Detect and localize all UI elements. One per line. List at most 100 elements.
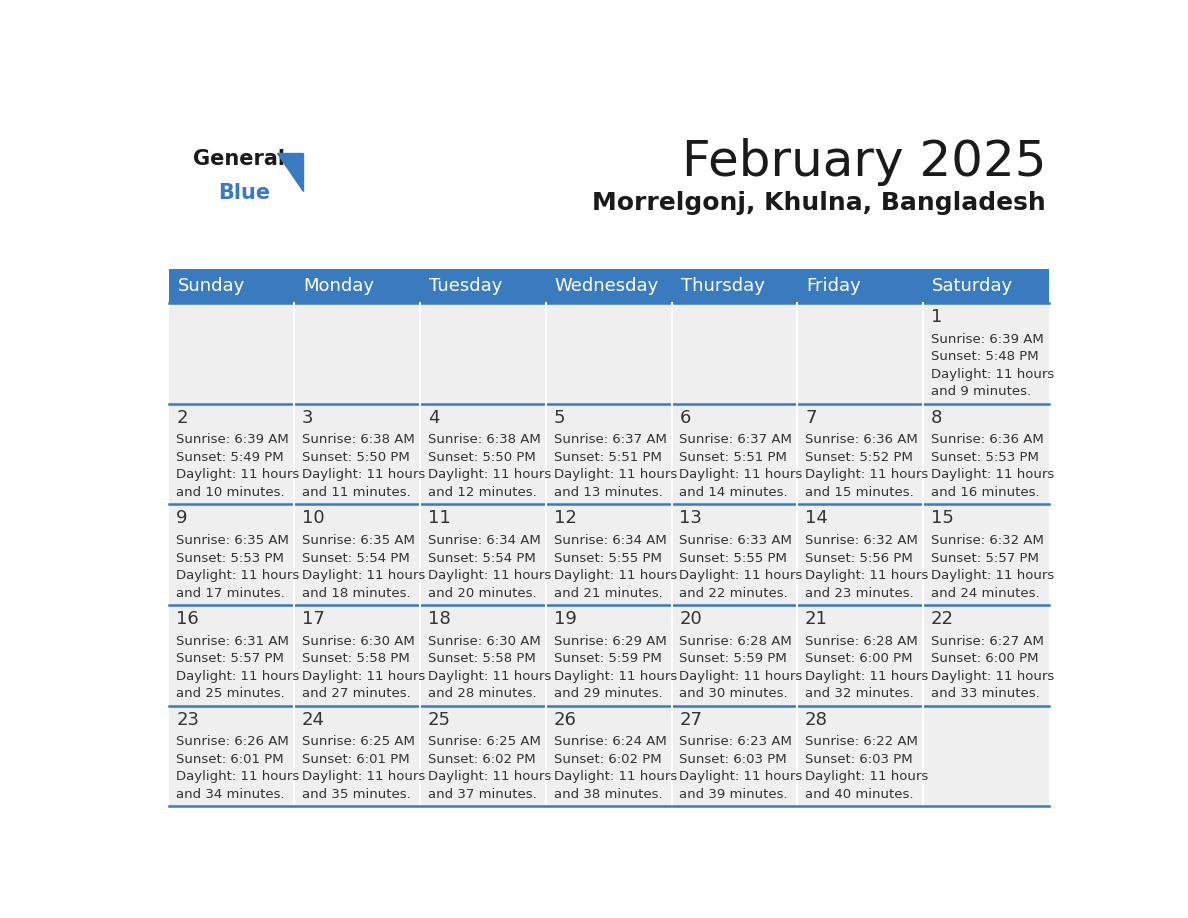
FancyBboxPatch shape	[671, 404, 797, 505]
Text: 6: 6	[680, 409, 690, 427]
FancyBboxPatch shape	[923, 605, 1049, 706]
FancyBboxPatch shape	[671, 706, 797, 806]
FancyBboxPatch shape	[295, 505, 421, 605]
Text: February 2025: February 2025	[682, 139, 1047, 186]
FancyBboxPatch shape	[671, 269, 797, 303]
Text: Thursday: Thursday	[681, 277, 764, 296]
Text: 25: 25	[428, 711, 450, 729]
Text: Tuesday: Tuesday	[429, 277, 503, 296]
Text: 2: 2	[176, 409, 188, 427]
Text: General: General	[192, 149, 285, 169]
FancyBboxPatch shape	[169, 303, 295, 404]
Text: 22: 22	[930, 610, 954, 628]
Text: Blue: Blue	[219, 183, 271, 203]
FancyBboxPatch shape	[546, 269, 671, 303]
Text: 24: 24	[302, 711, 326, 729]
FancyBboxPatch shape	[421, 303, 546, 404]
Text: Sunrise: 6:32 AM
Sunset: 5:57 PM
Daylight: 11 hours
and 24 minutes.: Sunrise: 6:32 AM Sunset: 5:57 PM Dayligh…	[930, 534, 1054, 599]
FancyBboxPatch shape	[923, 706, 1049, 806]
FancyBboxPatch shape	[797, 269, 923, 303]
FancyBboxPatch shape	[169, 269, 295, 303]
FancyBboxPatch shape	[295, 706, 421, 806]
Text: 26: 26	[554, 711, 576, 729]
Text: Friday: Friday	[807, 277, 861, 296]
FancyBboxPatch shape	[295, 605, 421, 706]
Text: Sunrise: 6:29 AM
Sunset: 5:59 PM
Daylight: 11 hours
and 29 minutes.: Sunrise: 6:29 AM Sunset: 5:59 PM Dayligh…	[554, 634, 677, 700]
Text: Sunrise: 6:37 AM
Sunset: 5:51 PM
Daylight: 11 hours
and 14 minutes.: Sunrise: 6:37 AM Sunset: 5:51 PM Dayligh…	[680, 433, 803, 499]
FancyBboxPatch shape	[295, 303, 421, 404]
Text: 3: 3	[302, 409, 314, 427]
Text: 23: 23	[176, 711, 200, 729]
FancyBboxPatch shape	[923, 404, 1049, 505]
Text: Sunrise: 6:27 AM
Sunset: 6:00 PM
Daylight: 11 hours
and 33 minutes.: Sunrise: 6:27 AM Sunset: 6:00 PM Dayligh…	[930, 634, 1054, 700]
Text: Monday: Monday	[303, 277, 374, 296]
Text: Sunday: Sunday	[177, 277, 245, 296]
FancyBboxPatch shape	[295, 269, 421, 303]
Text: Sunrise: 6:34 AM
Sunset: 5:55 PM
Daylight: 11 hours
and 21 minutes.: Sunrise: 6:34 AM Sunset: 5:55 PM Dayligh…	[554, 534, 677, 599]
Text: Sunrise: 6:28 AM
Sunset: 5:59 PM
Daylight: 11 hours
and 30 minutes.: Sunrise: 6:28 AM Sunset: 5:59 PM Dayligh…	[680, 634, 803, 700]
FancyBboxPatch shape	[169, 605, 295, 706]
Text: Sunrise: 6:30 AM
Sunset: 5:58 PM
Daylight: 11 hours
and 28 minutes.: Sunrise: 6:30 AM Sunset: 5:58 PM Dayligh…	[428, 634, 551, 700]
FancyBboxPatch shape	[797, 706, 923, 806]
Text: Sunrise: 6:30 AM
Sunset: 5:58 PM
Daylight: 11 hours
and 27 minutes.: Sunrise: 6:30 AM Sunset: 5:58 PM Dayligh…	[302, 634, 425, 700]
FancyBboxPatch shape	[546, 706, 671, 806]
Text: 20: 20	[680, 610, 702, 628]
Text: Sunrise: 6:22 AM
Sunset: 6:03 PM
Daylight: 11 hours
and 40 minutes.: Sunrise: 6:22 AM Sunset: 6:03 PM Dayligh…	[805, 735, 928, 800]
FancyBboxPatch shape	[546, 605, 671, 706]
Text: Sunrise: 6:35 AM
Sunset: 5:53 PM
Daylight: 11 hours
and 17 minutes.: Sunrise: 6:35 AM Sunset: 5:53 PM Dayligh…	[176, 534, 299, 599]
FancyBboxPatch shape	[797, 303, 923, 404]
FancyBboxPatch shape	[797, 404, 923, 505]
Text: 19: 19	[554, 610, 576, 628]
Text: Sunrise: 6:25 AM
Sunset: 6:01 PM
Daylight: 11 hours
and 35 minutes.: Sunrise: 6:25 AM Sunset: 6:01 PM Dayligh…	[302, 735, 425, 800]
Text: 15: 15	[930, 509, 954, 528]
FancyBboxPatch shape	[421, 605, 546, 706]
FancyBboxPatch shape	[421, 269, 546, 303]
Text: 8: 8	[930, 409, 942, 427]
Text: Sunrise: 6:34 AM
Sunset: 5:54 PM
Daylight: 11 hours
and 20 minutes.: Sunrise: 6:34 AM Sunset: 5:54 PM Dayligh…	[428, 534, 551, 599]
FancyBboxPatch shape	[169, 505, 295, 605]
FancyBboxPatch shape	[797, 505, 923, 605]
Text: Sunrise: 6:38 AM
Sunset: 5:50 PM
Daylight: 11 hours
and 12 minutes.: Sunrise: 6:38 AM Sunset: 5:50 PM Dayligh…	[428, 433, 551, 499]
FancyBboxPatch shape	[546, 505, 671, 605]
FancyBboxPatch shape	[421, 505, 546, 605]
Text: 12: 12	[554, 509, 576, 528]
FancyBboxPatch shape	[797, 605, 923, 706]
Text: Sunrise: 6:33 AM
Sunset: 5:55 PM
Daylight: 11 hours
and 22 minutes.: Sunrise: 6:33 AM Sunset: 5:55 PM Dayligh…	[680, 534, 803, 599]
FancyBboxPatch shape	[671, 303, 797, 404]
FancyBboxPatch shape	[169, 706, 295, 806]
FancyBboxPatch shape	[671, 505, 797, 605]
Text: Sunrise: 6:28 AM
Sunset: 6:00 PM
Daylight: 11 hours
and 32 minutes.: Sunrise: 6:28 AM Sunset: 6:00 PM Dayligh…	[805, 634, 928, 700]
Text: Sunrise: 6:39 AM
Sunset: 5:48 PM
Daylight: 11 hours
and 9 minutes.: Sunrise: 6:39 AM Sunset: 5:48 PM Dayligh…	[930, 333, 1054, 398]
FancyBboxPatch shape	[169, 404, 295, 505]
FancyBboxPatch shape	[546, 303, 671, 404]
Text: 11: 11	[428, 509, 450, 528]
Text: 17: 17	[302, 610, 324, 628]
FancyBboxPatch shape	[923, 303, 1049, 404]
Text: 5: 5	[554, 409, 565, 427]
FancyBboxPatch shape	[923, 269, 1049, 303]
Text: Sunrise: 6:32 AM
Sunset: 5:56 PM
Daylight: 11 hours
and 23 minutes.: Sunrise: 6:32 AM Sunset: 5:56 PM Dayligh…	[805, 534, 928, 599]
FancyBboxPatch shape	[421, 706, 546, 806]
FancyBboxPatch shape	[295, 404, 421, 505]
Text: Sunrise: 6:39 AM
Sunset: 5:49 PM
Daylight: 11 hours
and 10 minutes.: Sunrise: 6:39 AM Sunset: 5:49 PM Dayligh…	[176, 433, 299, 499]
Text: Sunrise: 6:37 AM
Sunset: 5:51 PM
Daylight: 11 hours
and 13 minutes.: Sunrise: 6:37 AM Sunset: 5:51 PM Dayligh…	[554, 433, 677, 499]
Text: 1: 1	[930, 308, 942, 326]
Polygon shape	[278, 152, 303, 192]
Text: Saturday: Saturday	[933, 277, 1013, 296]
FancyBboxPatch shape	[421, 404, 546, 505]
Text: 9: 9	[176, 509, 188, 528]
Text: Sunrise: 6:25 AM
Sunset: 6:02 PM
Daylight: 11 hours
and 37 minutes.: Sunrise: 6:25 AM Sunset: 6:02 PM Dayligh…	[428, 735, 551, 800]
Text: Sunrise: 6:31 AM
Sunset: 5:57 PM
Daylight: 11 hours
and 25 minutes.: Sunrise: 6:31 AM Sunset: 5:57 PM Dayligh…	[176, 634, 299, 700]
Text: Sunrise: 6:24 AM
Sunset: 6:02 PM
Daylight: 11 hours
and 38 minutes.: Sunrise: 6:24 AM Sunset: 6:02 PM Dayligh…	[554, 735, 677, 800]
Text: Sunrise: 6:35 AM
Sunset: 5:54 PM
Daylight: 11 hours
and 18 minutes.: Sunrise: 6:35 AM Sunset: 5:54 PM Dayligh…	[302, 534, 425, 599]
Text: Wednesday: Wednesday	[555, 277, 659, 296]
Text: 7: 7	[805, 409, 816, 427]
Text: 10: 10	[302, 509, 324, 528]
Text: Sunrise: 6:26 AM
Sunset: 6:01 PM
Daylight: 11 hours
and 34 minutes.: Sunrise: 6:26 AM Sunset: 6:01 PM Dayligh…	[176, 735, 299, 800]
Text: 21: 21	[805, 610, 828, 628]
Text: Sunrise: 6:36 AM
Sunset: 5:53 PM
Daylight: 11 hours
and 16 minutes.: Sunrise: 6:36 AM Sunset: 5:53 PM Dayligh…	[930, 433, 1054, 499]
Text: Sunrise: 6:23 AM
Sunset: 6:03 PM
Daylight: 11 hours
and 39 minutes.: Sunrise: 6:23 AM Sunset: 6:03 PM Dayligh…	[680, 735, 803, 800]
Text: 27: 27	[680, 711, 702, 729]
Text: 13: 13	[680, 509, 702, 528]
Text: 4: 4	[428, 409, 440, 427]
